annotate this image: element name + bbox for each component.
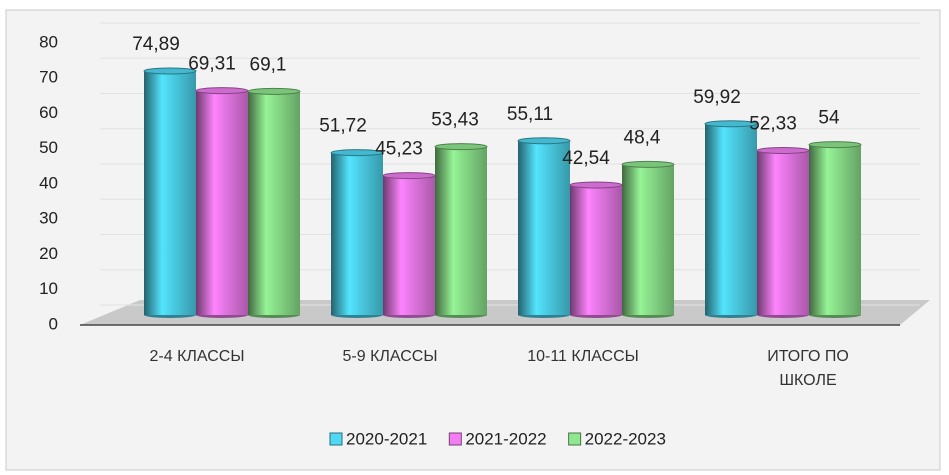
bar bbox=[331, 152, 383, 315]
bar bbox=[196, 90, 248, 315]
data-label: 52,33 bbox=[749, 114, 797, 135]
bar-top bbox=[330, 149, 384, 157]
bar-top bbox=[434, 143, 488, 151]
legend-swatch bbox=[329, 432, 343, 446]
y-tick-label: 50 bbox=[39, 138, 58, 157]
bar-top bbox=[569, 181, 623, 189]
data-label: 42,54 bbox=[562, 148, 610, 169]
bar-top bbox=[808, 141, 862, 149]
y-tick-label: 60 bbox=[39, 103, 58, 122]
bar-top bbox=[247, 87, 301, 95]
bar-top bbox=[143, 67, 197, 75]
legend-swatch bbox=[448, 432, 462, 446]
legend-label: 2021-2022 bbox=[465, 429, 546, 448]
data-label: 69,1 bbox=[250, 54, 287, 75]
y-tick-label: 40 bbox=[39, 173, 58, 192]
bar-top bbox=[621, 160, 675, 168]
x-tick-label: 5-9 КЛАССЫ bbox=[342, 348, 438, 365]
bar-top bbox=[704, 120, 758, 128]
bar bbox=[248, 91, 300, 315]
y-tick-label: 80 bbox=[39, 32, 58, 51]
bar bbox=[809, 144, 861, 315]
y-tick-label: 20 bbox=[39, 244, 58, 263]
x-tick-label: ИТОГО ПО ШКОЛЕ bbox=[767, 348, 849, 389]
bar bbox=[622, 164, 674, 315]
data-label: 51,72 bbox=[319, 116, 367, 137]
data-label: 53,43 bbox=[431, 110, 479, 131]
data-label: 55,11 bbox=[507, 104, 553, 125]
legend-swatch bbox=[568, 432, 582, 446]
x-tick-label: 2-4 КЛАССЫ bbox=[149, 348, 245, 365]
bar-top bbox=[382, 172, 436, 180]
data-label: 69,31 bbox=[188, 54, 236, 75]
data-label: 54 bbox=[818, 108, 840, 129]
data-label: 74,89 bbox=[132, 34, 180, 55]
y-tick-label: 70 bbox=[39, 68, 58, 87]
bar bbox=[144, 71, 196, 315]
legend-label: 2020-2021 bbox=[346, 429, 427, 448]
y-tick-label: 0 bbox=[49, 314, 58, 333]
bar bbox=[705, 123, 757, 315]
bar-top bbox=[195, 87, 249, 95]
data-label: 48,4 bbox=[624, 127, 661, 148]
bar bbox=[435, 146, 487, 315]
data-label: 45,23 bbox=[375, 139, 423, 160]
data-label: 59,92 bbox=[693, 87, 741, 108]
bar bbox=[757, 150, 809, 315]
bar bbox=[570, 185, 622, 315]
y-tick-label: 10 bbox=[39, 279, 58, 298]
y-tick-label: 30 bbox=[39, 209, 58, 228]
bar bbox=[518, 140, 570, 315]
x-tick-label: 10-11 КЛАССЫ bbox=[527, 348, 639, 365]
bar-top bbox=[517, 137, 571, 145]
bar-top bbox=[756, 147, 810, 155]
bar bbox=[383, 175, 435, 315]
legend-label: 2022-2023 bbox=[585, 429, 666, 448]
